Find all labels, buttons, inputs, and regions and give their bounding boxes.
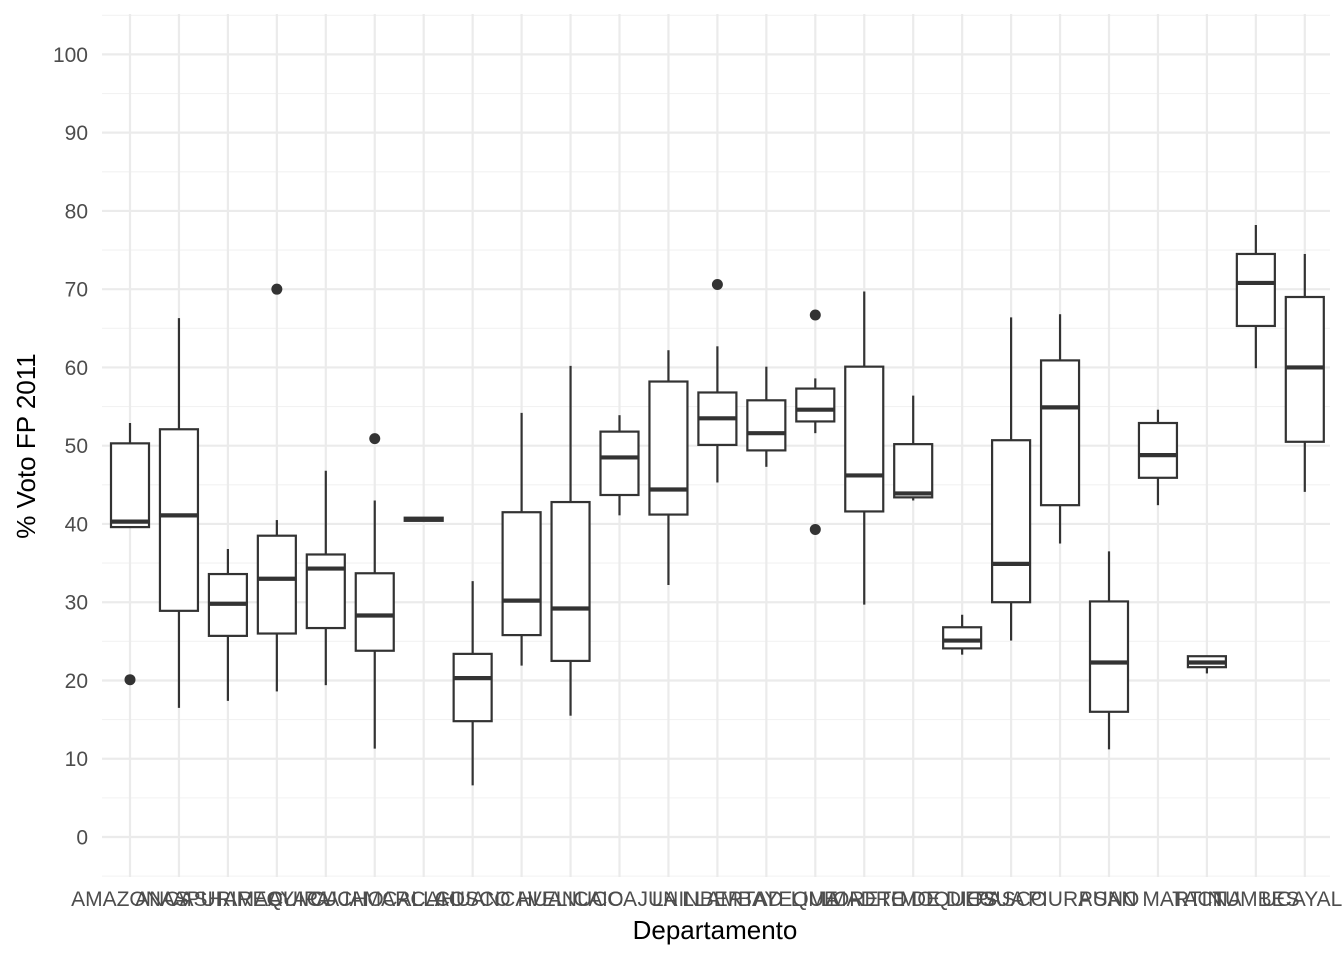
outlier-point — [809, 309, 821, 321]
box-pasco — [990, 317, 1032, 641]
x-tick-label: JUNIN — [638, 888, 700, 911]
box-iqr — [599, 430, 640, 497]
box-iqr — [452, 652, 493, 723]
y-tick-label: 10 — [65, 748, 88, 771]
x-tick-label: MADRE DE DIOS — [829, 888, 997, 911]
y-tick-label: 90 — [65, 122, 88, 145]
x-tick-label: CAJAMARCA — [310, 888, 440, 911]
x-tick-label: AMAZONAS — [71, 888, 189, 911]
box-amazonas — [109, 423, 151, 686]
outlier-point — [711, 278, 723, 290]
y-tick-label: 100 — [53, 44, 88, 67]
box-iqr — [1235, 252, 1276, 328]
box-cajamarca — [354, 433, 395, 749]
box-iqr — [158, 428, 200, 612]
box-arequipa — [256, 283, 297, 692]
box-iqr — [648, 380, 689, 516]
box-madre-de-dios — [893, 395, 934, 501]
box-tumbes — [1235, 225, 1276, 369]
x-tick-label: MOQUEGUA — [900, 888, 1025, 911]
y-tick-label: 60 — [65, 357, 88, 380]
box-lima — [795, 309, 836, 535]
box-ucayali — [1284, 253, 1325, 492]
x-axis-ticks: AMAZONASANCASHAPURIMACAREQUIPAAYACUCHOCA… — [71, 888, 1344, 911]
x-tick-label: LORETO — [821, 888, 907, 911]
x-tick-label: AREQUIPA — [223, 888, 330, 911]
x-tick-label: ANCASH — [135, 888, 223, 911]
x-tick-label: AYACUCHO — [268, 888, 384, 911]
x-tick-label: LAMBAYEQUE — [695, 888, 838, 911]
x-tick-label: APURIMAC — [172, 888, 283, 911]
y-tick-label: 20 — [65, 670, 88, 693]
box-iqr — [1137, 421, 1179, 479]
box-junin — [648, 350, 689, 586]
box-iqr — [1088, 600, 1130, 713]
x-tick-label: TACNA — [1172, 888, 1242, 911]
box-iqr — [1039, 359, 1081, 507]
box-huanuco — [550, 365, 591, 716]
box-iqr — [746, 399, 787, 452]
box-iqr — [893, 443, 934, 499]
box-iqr — [550, 500, 591, 663]
box-series — [109, 225, 1325, 786]
box-apurimac — [207, 549, 248, 701]
x-tick-label: UCAYALI — [1261, 888, 1344, 911]
box-iqr — [109, 442, 151, 529]
box-la-libertad — [697, 278, 738, 483]
box-moquegua — [942, 614, 983, 655]
box-callao — [403, 516, 444, 522]
x-tick-label: ICA — [602, 888, 637, 911]
x-tick-label: HUANCAVELICA — [441, 888, 603, 911]
y-tick-label: 40 — [65, 513, 88, 536]
y-tick-label: 30 — [65, 592, 88, 615]
y-axis-label: % Voto FP 2011 — [11, 353, 41, 539]
y-axis-ticks: 0 10 20 30 40 50 60 70 80 90 100 — [53, 44, 88, 850]
x-tick-label: CUSCO — [435, 888, 511, 911]
box-ica — [599, 415, 640, 516]
box-ayacucho — [305, 470, 346, 686]
box-lambayeque — [746, 366, 787, 467]
box-iqr — [990, 439, 1032, 604]
grid-lines — [102, 14, 1330, 877]
y-tick-label: 50 — [65, 435, 88, 458]
x-tick-label: CALLAO — [382, 888, 465, 911]
box-huancavelica — [501, 412, 542, 666]
box-iqr — [501, 511, 542, 637]
x-tick-label: HUANUCO — [517, 888, 623, 911]
outlier-point — [124, 674, 136, 686]
x-tick-label: LIMA — [791, 888, 840, 911]
box-iqr — [305, 553, 346, 630]
box-cusco — [452, 581, 493, 786]
x-tick-label: SAN MARTIN — [1093, 888, 1222, 911]
outlier-point — [369, 433, 381, 445]
y-tick-label: 70 — [65, 279, 88, 302]
y-tick-label: 80 — [65, 200, 88, 223]
box-iqr — [844, 365, 885, 513]
y-tick-label: 0 — [76, 827, 88, 850]
x-tick-label: TUMBES — [1212, 888, 1300, 911]
box-piura — [1039, 314, 1081, 544]
box-iqr — [795, 387, 836, 423]
x-tick-label: PIURA — [1028, 888, 1092, 911]
box-san-martin — [1137, 409, 1179, 506]
outlier-point — [809, 523, 821, 535]
box-puno — [1088, 551, 1130, 750]
x-tick-label: PUNO — [1079, 888, 1140, 911]
box-loreto — [844, 291, 885, 605]
x-tick-label: LA LIBERTAD — [652, 888, 783, 911]
box-iqr — [354, 572, 395, 652]
box-ancash — [158, 318, 200, 708]
box-iqr — [256, 534, 297, 635]
x-tick-label: PASCO — [975, 888, 1047, 911]
outlier-point — [271, 283, 283, 295]
box-tacna — [1186, 655, 1228, 674]
x-axis-label: Departamento — [633, 915, 798, 945]
box-iqr — [942, 626, 983, 650]
